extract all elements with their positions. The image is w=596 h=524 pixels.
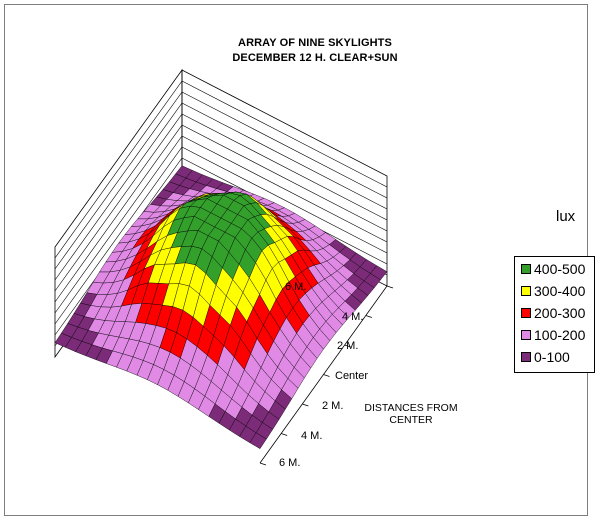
legend-swatch xyxy=(521,330,531,340)
legend-swatch xyxy=(521,308,531,318)
surface-cell xyxy=(249,432,267,449)
legend-swatch xyxy=(521,264,531,274)
tick-label: Center xyxy=(335,370,369,382)
legend-title: lux xyxy=(556,208,576,225)
axis-title-text: DISTANCES FROM CENTER xyxy=(364,402,458,426)
axis-tick xyxy=(323,374,330,377)
tick-label: 4 M. xyxy=(342,311,364,323)
surface-plot xyxy=(54,68,394,466)
axis-tick xyxy=(344,344,351,348)
legend-item: 100-200 xyxy=(521,325,585,345)
axis-tick xyxy=(281,433,288,436)
chart-subtitle: DECEMBER 12 H. CLEAR+SUN xyxy=(232,52,398,64)
legend-item: 0-100 xyxy=(521,347,570,367)
chart-title: ARRAY OF NINE SKYLIGHTS xyxy=(238,37,392,49)
legend-swatch xyxy=(521,352,531,362)
axis-title: DISTANCES FROM CENTER xyxy=(356,402,466,426)
legend-item: 300-400 xyxy=(521,281,585,301)
tick-label: 6 M. xyxy=(285,281,307,293)
legend: 400-500 300-400 200-300 100-200 0-100 xyxy=(514,256,595,373)
legend-label: 200-300 xyxy=(534,305,586,321)
legend-label: 0-100 xyxy=(534,349,570,365)
axis-tick xyxy=(386,285,394,289)
chart-frame: ARRAY OF NINE SKYLIGHTS DECEMBER 12 H. C… xyxy=(4,4,595,516)
legend-swatch xyxy=(521,286,531,296)
legend-label: 300-400 xyxy=(534,283,586,299)
legend-item: 400-500 xyxy=(521,259,585,279)
legend-label: 400-500 xyxy=(534,261,586,277)
axis-tick xyxy=(365,315,372,318)
axis-tick xyxy=(259,462,267,466)
tick-label: 6 M. xyxy=(279,457,301,469)
legend-item: 200-300 xyxy=(521,303,585,323)
tick-label: 2 M. xyxy=(322,400,344,412)
axis-tick xyxy=(302,403,309,407)
legend-label: 100-200 xyxy=(534,327,586,343)
tick-label: 2 M. xyxy=(337,340,359,352)
tick-label: 4 M. xyxy=(301,430,323,442)
